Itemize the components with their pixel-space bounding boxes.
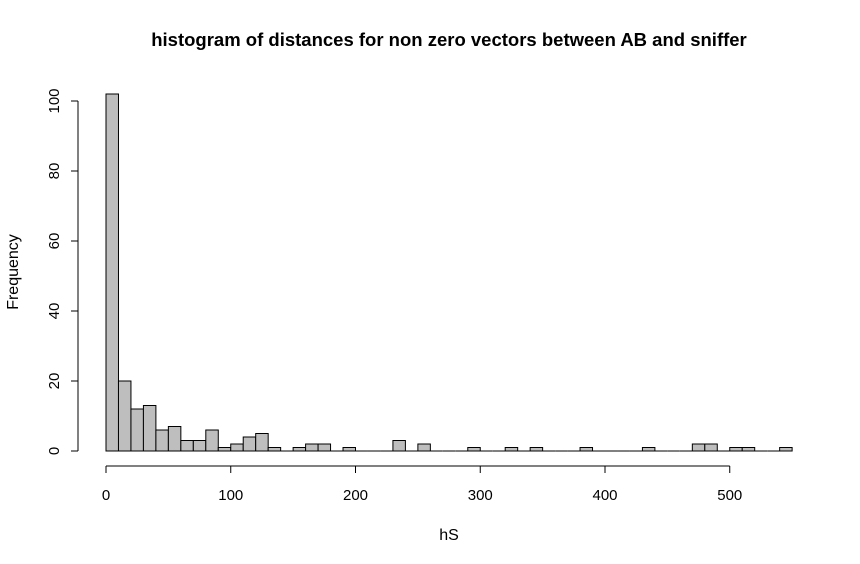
histogram-bar: [130, 408, 144, 452]
histogram-bar: [317, 443, 332, 452]
histogram-bar: [242, 436, 257, 452]
x-tick-label: 400: [592, 487, 617, 504]
histogram-bar: [142, 405, 157, 452]
x-tick-label: 500: [717, 487, 742, 504]
x-tick-label: 0: [102, 487, 110, 504]
histogram-bar: [155, 429, 169, 452]
histogram-bar: [779, 447, 793, 452]
histogram-bar: [741, 447, 756, 452]
histogram-bar: [641, 447, 656, 452]
y-tick-label: 40: [46, 303, 63, 320]
histogram-bar: [117, 380, 132, 452]
y-tick-label: 60: [46, 233, 63, 250]
histogram-bar: [529, 447, 544, 452]
histogram-bar: [292, 447, 307, 452]
histogram-bar: [205, 429, 219, 452]
histogram-bar: [392, 440, 406, 452]
histogram-bar: [504, 447, 519, 452]
histogram-bar: [167, 426, 182, 452]
histogram-bar: [579, 447, 594, 452]
chart-title: histogram of distances for non zero vect…: [151, 29, 747, 50]
histogram-bar: [180, 440, 194, 452]
x-tick-label: 100: [218, 487, 243, 504]
y-tick-label: 20: [46, 373, 63, 390]
histogram-bar: [305, 443, 319, 452]
histogram-bar: [217, 447, 232, 452]
y-axis: 0 20 40 60 80 100: [46, 88, 79, 455]
histogram-bar: [729, 447, 743, 452]
y-tick-label: 0: [46, 447, 63, 455]
x-axis-label: hS: [439, 527, 459, 544]
histogram-bar: [230, 443, 244, 452]
histogram-bar: [704, 443, 718, 452]
x-axis: 0 100 200 300 400 500: [102, 465, 742, 504]
x-tick-label: 300: [468, 487, 493, 504]
histogram-bar: [192, 440, 207, 452]
histogram-bar: [255, 433, 269, 452]
histogram-bar: [267, 447, 282, 452]
y-axis-label: Frequency: [5, 234, 22, 310]
y-tick-label: 100: [46, 88, 63, 113]
bars-group: [105, 93, 793, 452]
y-tick-label: 80: [46, 163, 63, 180]
histogram-bar: [105, 93, 119, 452]
x-tick-label: 200: [343, 487, 368, 504]
histogram-bar: [691, 443, 706, 452]
histogram-bar: [467, 447, 481, 452]
histogram-bar: [342, 447, 356, 452]
histogram-bar: [417, 443, 431, 452]
